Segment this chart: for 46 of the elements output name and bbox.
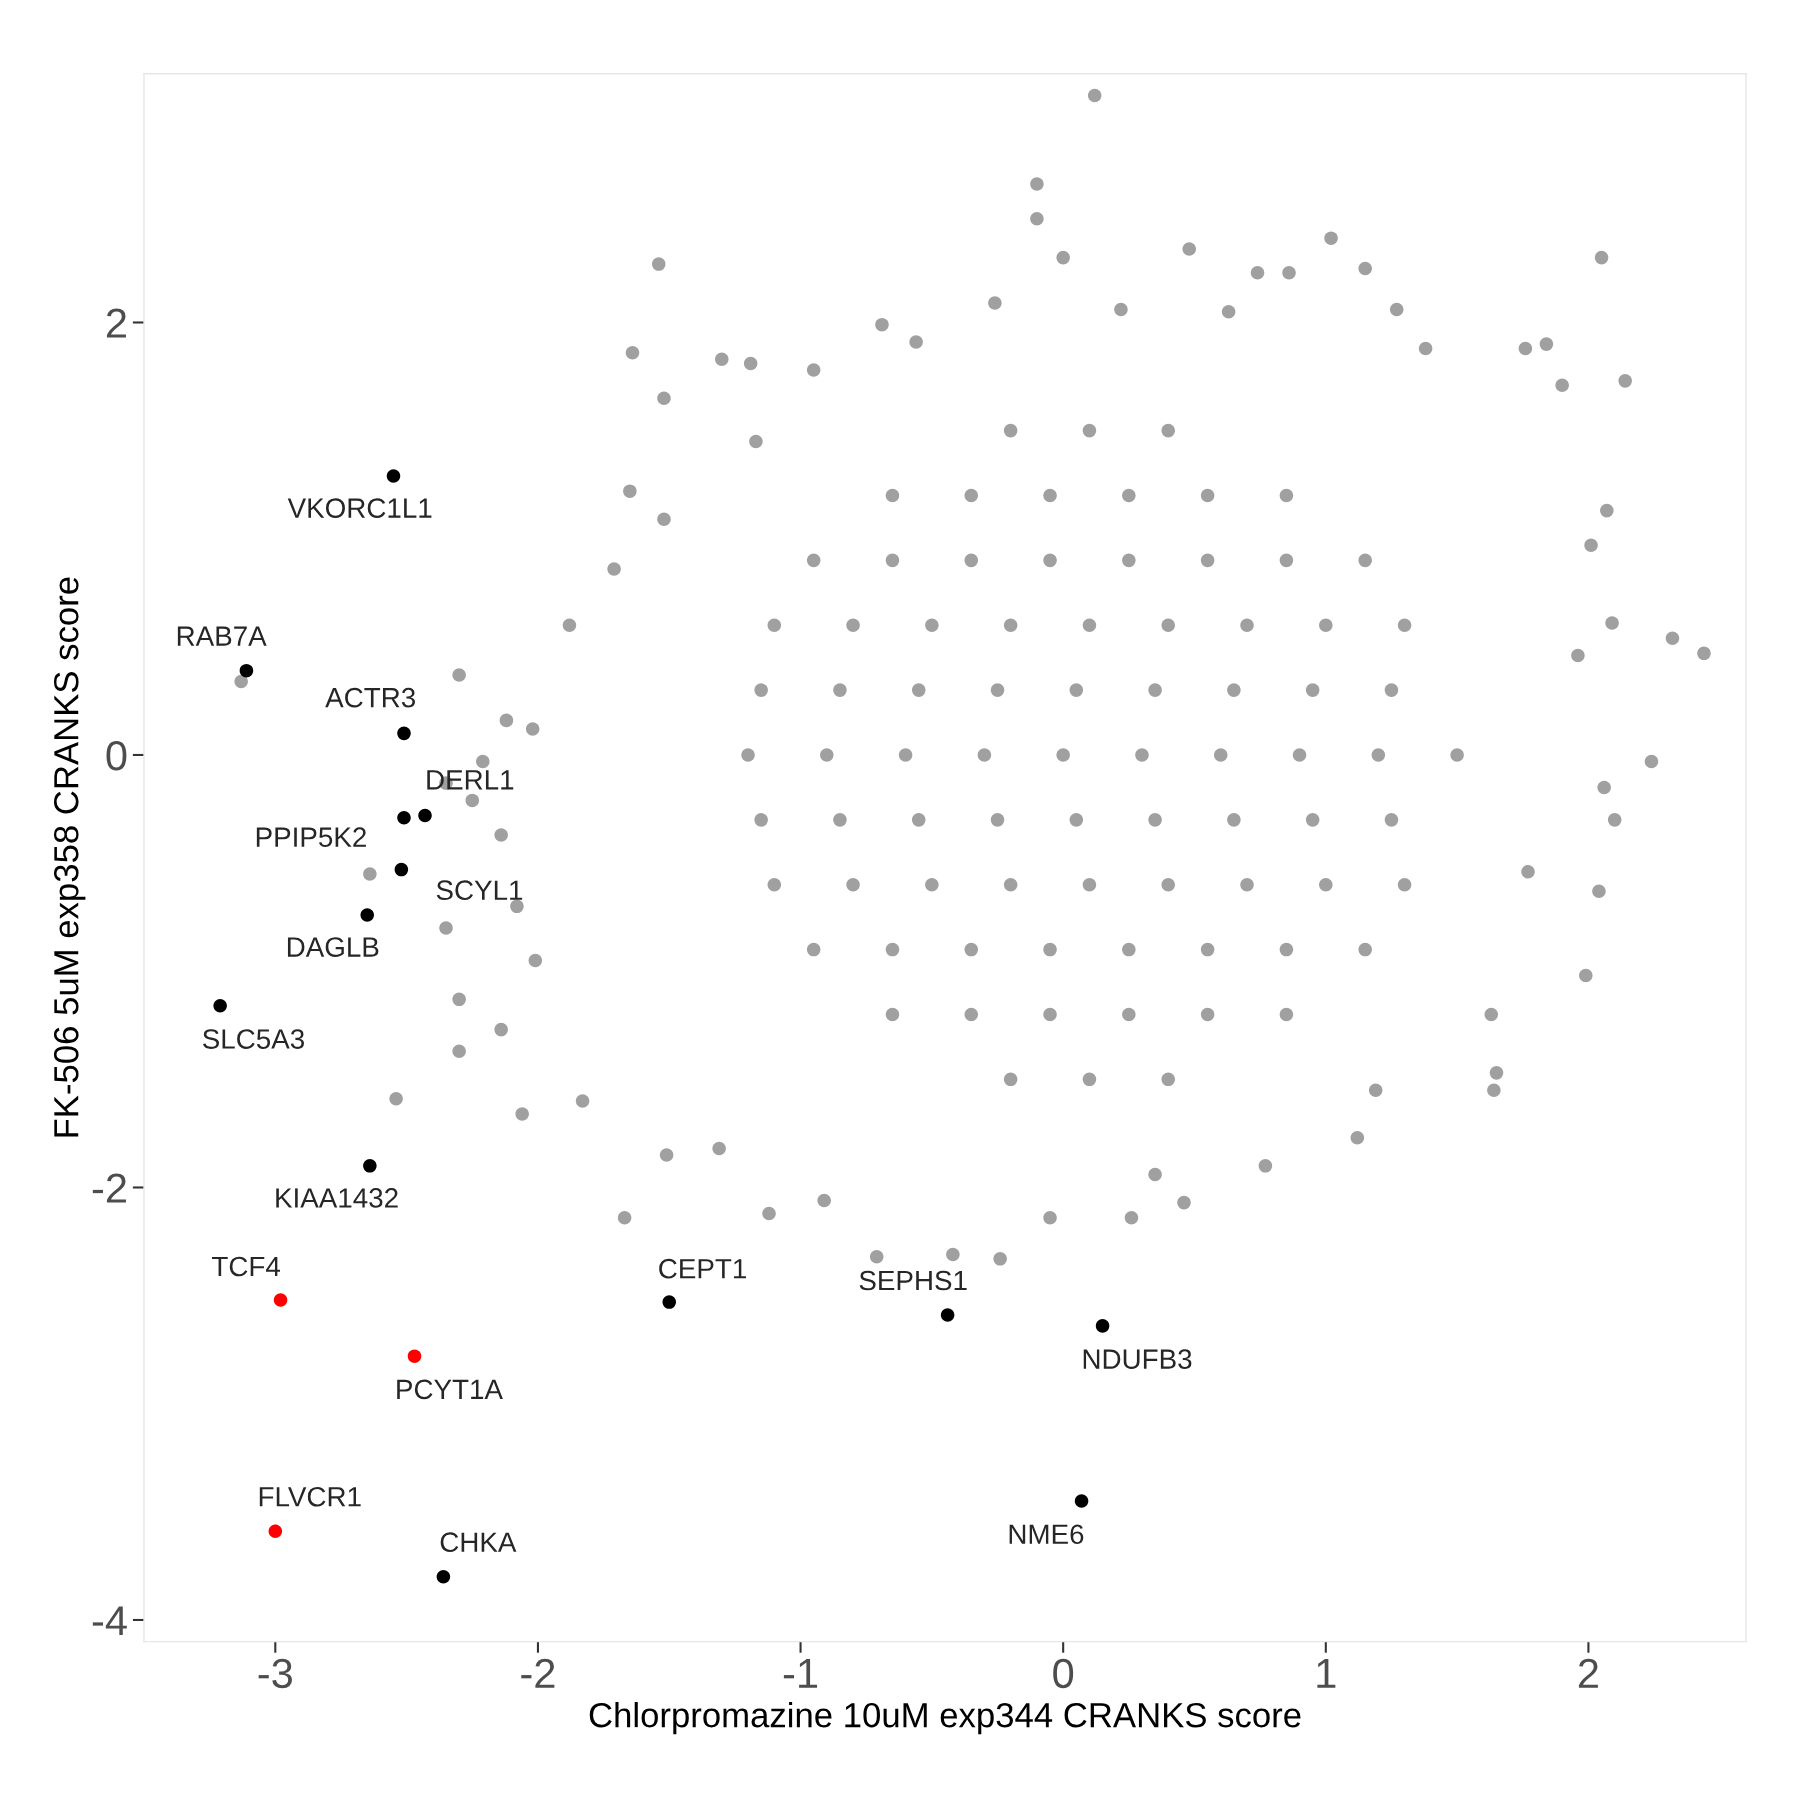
annotation: SLC5A3 — [203, 1029, 304, 1049]
y-tick-label: -4 — [92, 1606, 127, 1636]
annotation: DERL1 — [427, 770, 514, 790]
point — [1095, 1319, 1110, 1333]
point — [273, 1293, 288, 1307]
point — [397, 726, 411, 741]
point — [418, 808, 432, 823]
annotation: CEPT1 — [659, 1258, 746, 1279]
point — [394, 862, 409, 877]
annotation: CHKA — [440, 1532, 517, 1553]
annotation: TCF4 — [212, 1256, 281, 1277]
point — [662, 1295, 677, 1309]
annotation: VKORC1L1 — [287, 498, 432, 518]
annotation: NME6 — [1009, 1524, 1084, 1545]
y-tick-label: 0 — [106, 740, 127, 771]
point — [239, 663, 254, 678]
point — [386, 469, 401, 483]
point — [360, 908, 374, 922]
annotation: PPIP5K2 — [256, 827, 366, 847]
point — [940, 1308, 955, 1322]
annotation: ACTR3 — [325, 687, 415, 708]
x-tick-label: -3 — [258, 1658, 293, 1689]
point — [397, 810, 411, 825]
annotation: SEPHS1 — [859, 1270, 967, 1291]
x-tick-label: -2 — [521, 1658, 555, 1688]
x-tick-label: 0 — [1053, 1658, 1074, 1689]
y-tick-label: 2 — [106, 308, 126, 338]
annotation: KIAA1432 — [276, 1188, 398, 1208]
point — [213, 999, 227, 1013]
point — [1074, 1494, 1089, 1508]
annotation: NDUFB3 — [1083, 1349, 1192, 1369]
point — [268, 1524, 283, 1539]
annotation: DAGLB — [287, 937, 379, 957]
y-axis-title: FK-506 5uM exp358 CRANKS score — [53, 577, 86, 1137]
annotation: FLVCR1 — [259, 1486, 361, 1507]
x-tick-label: 2 — [1578, 1658, 1598, 1688]
point — [436, 1569, 451, 1584]
point — [363, 1159, 377, 1173]
point — [407, 1349, 422, 1363]
y-tick-label: -2 — [92, 1173, 126, 1203]
x-tick-label: -1 — [783, 1659, 818, 1688]
annotation: PCYT1A — [397, 1379, 503, 1400]
x-axis-title: Chlorpromazine 10uM exp344 CRANKS score — [589, 1701, 1301, 1735]
annotation: RAB7A — [177, 626, 267, 646]
x-tick-label: 1 — [1317, 1659, 1336, 1688]
annotation: SCYL1 — [436, 880, 523, 901]
